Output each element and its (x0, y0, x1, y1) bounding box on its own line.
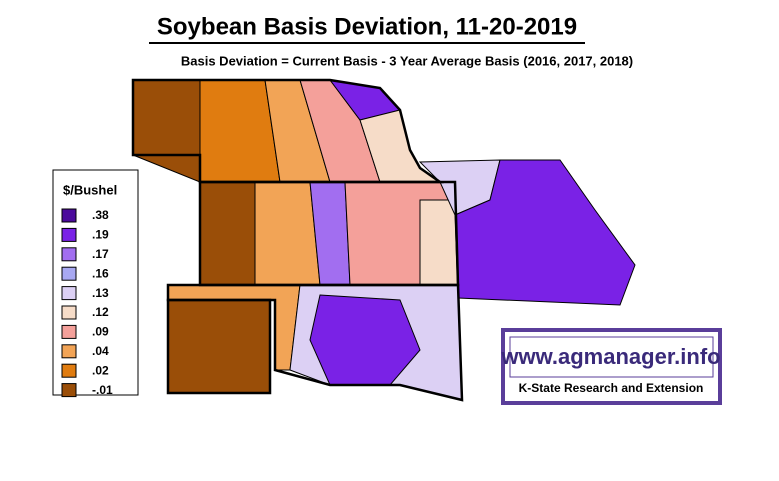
legend-swatch (61, 324, 77, 339)
legend-items: .38 .19 .17 .16 .13 .12 .09 .04 .02 -.01 (61, 208, 113, 398)
legend-swatch (61, 363, 77, 378)
legend-swatch (61, 305, 77, 320)
logo-url: www.agmanager.info (500, 344, 720, 369)
region (199, 181, 256, 286)
region (454, 159, 636, 306)
legend-label: .09 (92, 325, 109, 339)
legend-swatch (61, 208, 77, 223)
region (254, 181, 321, 286)
legend-label: .13 (92, 286, 109, 300)
legend-label: .16 (92, 266, 109, 280)
logo-inner (509, 336, 714, 378)
legend: $/Bushel .38 .19 .17 .16 .13 .12 .09 .04 .02 -.01 (52, 169, 139, 398)
legend-label: .17 (92, 247, 109, 261)
legend-swatch (61, 266, 77, 281)
map (131, 78, 636, 402)
legend-swatch (61, 247, 77, 262)
legend-swatch (61, 383, 77, 398)
legend-box (52, 169, 139, 396)
region (167, 299, 271, 394)
region (132, 79, 201, 183)
state-outline (166, 298, 272, 395)
legend-label: .02 (92, 363, 109, 377)
logo: www.agmanager.info K-State Research and … (500, 328, 722, 405)
legend-swatch (61, 286, 77, 301)
legend-swatch (61, 227, 77, 242)
legend-label: -.01 (92, 383, 113, 397)
legend-title: $/Bushel (63, 182, 117, 197)
subtitle: Basis Deviation = Current Basis - 3 Year… (181, 53, 633, 68)
logo-org: K-State Research and Extension (519, 381, 704, 395)
region (419, 199, 459, 286)
title: Soybean Basis Deviation, 11-20-2019 (157, 13, 577, 40)
legend-swatch (61, 344, 77, 359)
legend-label: .19 (92, 228, 109, 242)
state-outline (131, 78, 444, 184)
legend-label: .04 (92, 344, 109, 358)
legend-label: .38 (92, 208, 109, 222)
legend-label: .12 (92, 305, 109, 319)
